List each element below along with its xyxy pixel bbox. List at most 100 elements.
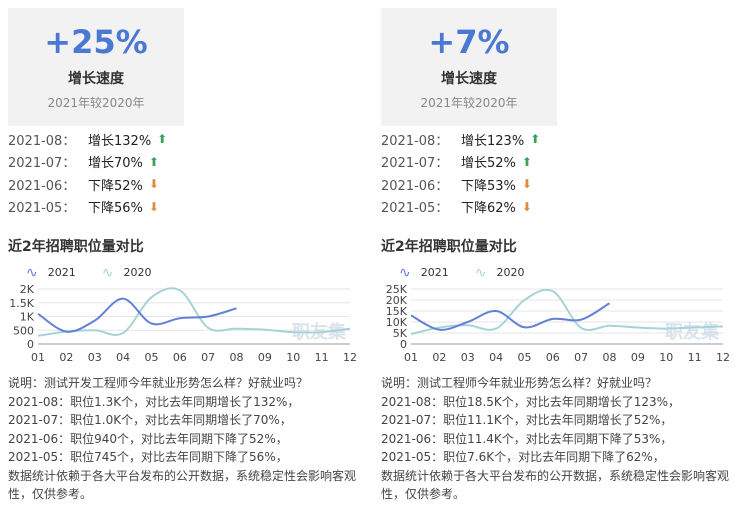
- change-value: 增长70%: [88, 156, 143, 172]
- notes-text: 说明：测试开发工程师今年就业形势怎么样？好就业吗？ 2021-08：职位1.3K…: [8, 374, 358, 504]
- change-value: 下降53%: [461, 178, 516, 194]
- note-line: 2021-08：职位1.3K个，对比去年同期增长了132%，: [8, 394, 300, 409]
- note-line: 2021-06：职位940个，对比去年同期下降了52%，: [8, 431, 288, 446]
- y-tick-label: 10K: [386, 316, 408, 329]
- y-tick-label: 25K: [386, 283, 408, 296]
- y-tick-label: 500: [13, 324, 34, 337]
- legend-label: 2020: [496, 266, 525, 279]
- change-value: 下降62%: [461, 201, 516, 217]
- job-stats-panel-right: +7% 增长速度 2021年较2020年 2021-08： 增长123% ⬆ 2…: [377, 0, 729, 512]
- x-tick-label: 03: [88, 351, 102, 364]
- month-label: 2021-06：: [381, 178, 449, 194]
- comparison-section-title: 近2年招聘职位量对比: [8, 239, 144, 255]
- arrow-up-icon: ⬆: [530, 132, 541, 147]
- series-line-2021: [410, 302, 611, 331]
- note-line: 数据统计依赖于各大平台发布的公开数据，系统稳定性会影响客观性，仅供参考。: [381, 468, 730, 502]
- x-tick-label: 07: [201, 351, 215, 364]
- wave-icon: ∿: [474, 264, 487, 281]
- x-tick-label: 03: [461, 351, 475, 364]
- x-tick-label: 12: [343, 351, 356, 364]
- growth-rate-card: +7% 增长速度 2021年较2020年: [381, 8, 557, 126]
- x-tick-label: 04: [116, 351, 130, 364]
- y-tick-label: 1.5K: [9, 297, 34, 310]
- change-value: 增长132%: [88, 133, 152, 149]
- legend-item-2021[interactable]: ∿ 2021: [26, 266, 76, 280]
- month-label: 2021-05：: [381, 201, 449, 217]
- x-tick-label: 09: [258, 351, 272, 364]
- y-tick-label: 5K: [393, 327, 408, 340]
- watermark-text: 职友集: [665, 321, 720, 343]
- note-line: 2021-08：职位18.5K个，对比去年同期增长了123%，: [381, 394, 681, 409]
- monthly-change-row: 2021-07： 增长52% ⬆: [381, 151, 681, 174]
- x-tick-label: 09: [631, 351, 645, 364]
- comparison-section-title: 近2年招聘职位量对比: [381, 239, 517, 255]
- x-tick-label: 01: [404, 351, 418, 364]
- legend-item-2020[interactable]: ∿ 2020: [101, 264, 152, 281]
- growth-rate-card: +25% 增长速度 2021年较2020年: [8, 8, 184, 126]
- note-line: 2021-05：职位7.6K个，对比去年同期下降了62%，: [381, 450, 665, 464]
- monthly-change-row: 2021-07： 增长70% ⬆: [8, 151, 308, 174]
- monthly-change-row: 2021-08： 增长123% ⬆: [381, 128, 681, 151]
- note-line: 说明：测试工程师今年就业形势怎么样？好就业吗？: [381, 376, 658, 390]
- monthly-change-list: 2021-08： 增长132% ⬆ 2021-07： 增长70% ⬆ 2021-…: [8, 128, 308, 218]
- notes-text: 说明：测试工程师今年就业形势怎么样？好就业吗？ 2021-08：职位18.5K个…: [381, 374, 731, 504]
- x-tick-label: 10: [286, 351, 300, 364]
- growth-rate-subtitle: 2021年较2020年: [47, 96, 145, 110]
- note-line: 2021-07：职位11.1K个，对比去年同期增长了52%，: [381, 413, 673, 427]
- legend-item-2021[interactable]: ∿ 2021: [399, 264, 449, 281]
- x-tick-label: 02: [432, 351, 446, 364]
- month-label: 2021-08：: [381, 133, 449, 149]
- change-value: 增长123%: [461, 133, 525, 149]
- y-tick-label: 1K: [20, 311, 35, 324]
- series-line-2020: [37, 287, 351, 337]
- y-tick-label: 15K: [386, 305, 408, 318]
- month-label: 2021-07：: [8, 156, 76, 172]
- job-stats-panel-left: +25% 增长速度 2021年较2020年 2021-08： 增长132% ⬆ …: [4, 0, 356, 512]
- x-tick-label: 06: [173, 351, 187, 364]
- monthly-change-row: 2021-06： 下降52% ⬇: [8, 173, 308, 196]
- chart-legend: ∿ 2021 ∿ 2020: [26, 264, 177, 281]
- month-label: 2021-06：: [8, 178, 76, 194]
- x-tick-label: 06: [546, 351, 560, 364]
- arrow-up-icon: ⬆: [521, 154, 532, 169]
- note-line: 2021-05：职位745个，对比去年同期下降了56%，: [8, 450, 288, 464]
- legend-item-2020[interactable]: ∿ 2020: [474, 264, 525, 281]
- arrow-down-icon: ⬇: [148, 199, 159, 214]
- x-tick-label: 10: [659, 351, 673, 364]
- monthly-change-row: 2021-08： 增长132% ⬆: [8, 128, 308, 151]
- note-line: 2021-07：职位1.0K个，对比去年同期增长了70%，: [8, 413, 292, 427]
- wave-icon: ∿: [101, 264, 114, 281]
- note-line: 数据统计依赖于各大平台发布的公开数据，系统稳定性会影响客观性，仅供参考。: [8, 468, 357, 502]
- x-tick-label: 11: [688, 351, 702, 364]
- x-tick-label: 05: [144, 351, 158, 364]
- growth-rate-value: +25%: [44, 23, 148, 61]
- growth-rate-label: 增长速度: [68, 71, 124, 87]
- month-label: 2021-08：: [8, 133, 76, 149]
- x-tick-label: 04: [489, 351, 503, 364]
- arrow-up-icon: ⬆: [157, 132, 168, 147]
- month-label: 2021-07：: [381, 156, 449, 172]
- wave-icon: ∿: [399, 264, 411, 281]
- chart-legend: ∿ 2021 ∿ 2020: [399, 264, 550, 281]
- y-tick-label: 0: [27, 338, 34, 351]
- monthly-change-row: 2021-06： 下降53% ⬇: [381, 173, 681, 196]
- x-tick-label: 12: [716, 351, 729, 364]
- growth-rate-subtitle: 2021年较2020年: [420, 96, 518, 110]
- legend-label: 2021: [47, 266, 76, 279]
- series-line-2020: [410, 288, 724, 336]
- monthly-change-row: 2021-05： 下降62% ⬇: [381, 196, 681, 219]
- y-tick-label: 0: [400, 338, 407, 351]
- x-tick-label: 07: [574, 351, 588, 364]
- note-line: 说明：测试开发工程师今年就业形势怎么样？好就业吗？: [8, 376, 309, 390]
- change-value: 下降52%: [88, 178, 143, 194]
- note-line: 2021-06：职位11.4K个，对比去年同期下降了53%，: [381, 431, 673, 446]
- x-tick-label: 08: [230, 351, 244, 364]
- growth-rate-value: +7%: [428, 23, 510, 61]
- y-tick-label: 2K: [20, 283, 35, 296]
- change-value: 下降56%: [88, 201, 143, 217]
- x-tick-label: 11: [315, 351, 329, 364]
- monthly-change-row: 2021-05： 下降56% ⬇: [8, 196, 308, 219]
- legend-label: 2020: [123, 266, 152, 279]
